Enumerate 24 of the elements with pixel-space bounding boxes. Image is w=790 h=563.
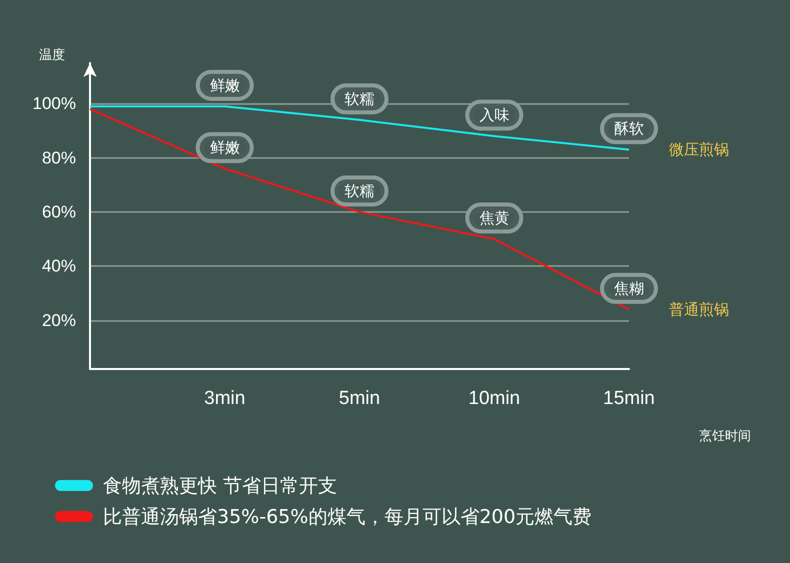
annotation: 鲜嫩 <box>210 138 240 157</box>
y-tick-label: 20% <box>42 310 76 330</box>
x-tick-label: 5min <box>338 388 380 409</box>
x-tick-label: 10min <box>468 388 520 409</box>
annotation: 软糯 <box>344 182 374 200</box>
text: 微压煎锅 <box>669 140 729 159</box>
text: 比普通汤锅省35%-65%的煤气，每月可以省200元燃气费 <box>103 504 592 530</box>
y-tick-label: 60% <box>42 202 76 222</box>
annotation: 入味 <box>479 106 510 124</box>
annotation: 鲜嫩 <box>210 76 240 94</box>
text: 食物煮熟更快 节省日常开支 <box>103 474 338 498</box>
y-axis-title: 温度 <box>39 47 65 62</box>
x-axis-title: 烹饪时间 <box>699 428 751 443</box>
annotation: 软糯 <box>344 90 374 108</box>
y-tick-label: 40% <box>42 256 76 276</box>
annotation: 焦黄 <box>479 209 510 228</box>
y-tick-label: 100% <box>32 94 76 114</box>
x-tick-label: 3min <box>204 388 246 409</box>
x-tick-label: 15min <box>603 388 655 409</box>
y-tick-label: 80% <box>42 148 76 168</box>
annotation: 酥软 <box>614 120 644 138</box>
text: 普通煎锅 <box>669 300 729 318</box>
line-series <box>89 108 630 310</box>
annotation: 焦糊 <box>614 279 644 298</box>
